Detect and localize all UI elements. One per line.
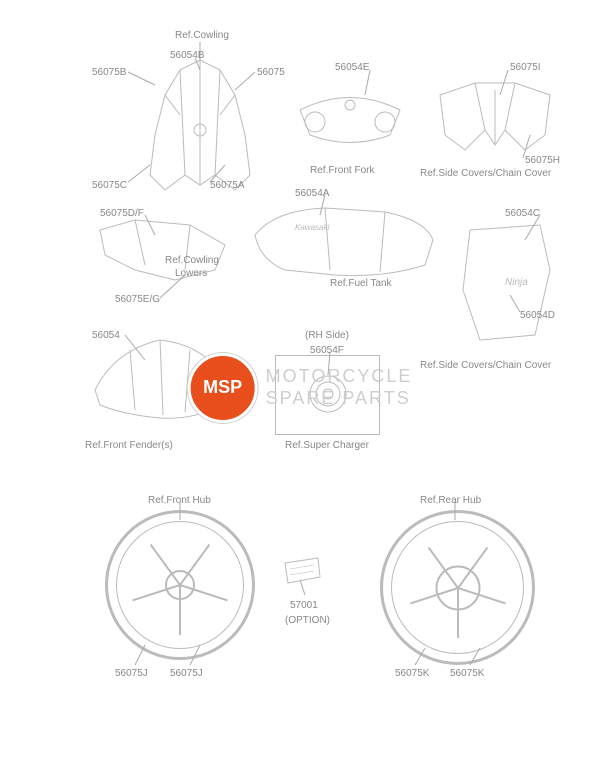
label: Ref.Side Covers/Chain Cover xyxy=(420,360,551,371)
label: 56075B xyxy=(92,67,126,78)
label: 56075 xyxy=(257,67,285,78)
rear-wheel xyxy=(380,510,535,665)
label: (RH Side) xyxy=(305,330,349,341)
label: 56075A xyxy=(210,180,244,191)
side-panel: Ninja xyxy=(455,220,555,350)
front-fork xyxy=(290,80,410,160)
label: 56075J xyxy=(170,668,203,679)
label: 56075H xyxy=(525,155,560,166)
label: 56075I xyxy=(510,62,541,73)
front-wheel xyxy=(105,510,255,660)
label: 56054A xyxy=(295,188,329,199)
label: Ref.Front Fork xyxy=(310,165,374,176)
label: Ref.Cowling xyxy=(165,255,219,266)
label: 57001 xyxy=(290,600,318,611)
option-tag xyxy=(280,555,325,590)
svg-text:Ninja: Ninja xyxy=(505,277,528,288)
super-charger-box xyxy=(275,355,380,435)
cowling-front xyxy=(130,55,270,195)
front-fender xyxy=(85,330,235,430)
fuel-tank: Kawasaki xyxy=(245,200,440,285)
label: Ref.Front Hub xyxy=(148,495,211,506)
label: 56054E xyxy=(335,62,369,73)
label: 56075K xyxy=(395,668,429,679)
label: 56054B xyxy=(170,50,204,61)
label: Ref.Front Fender(s) xyxy=(85,440,173,451)
label: 56054C xyxy=(505,208,540,219)
label: 56054 xyxy=(92,330,120,341)
label: 56075K xyxy=(450,668,484,679)
label: Lowers xyxy=(175,268,207,279)
label: Ref.Rear Hub xyxy=(420,495,481,506)
label: Ref.Super Charger xyxy=(285,440,369,451)
label: (OPTION) xyxy=(285,615,330,626)
label: 56054D xyxy=(520,310,555,321)
label: 56075E/G xyxy=(115,294,160,305)
label: Ref.Fuel Tank xyxy=(330,278,392,289)
rear-cover xyxy=(430,75,560,160)
label: Ref.Cowling xyxy=(175,30,229,41)
cowling-lower xyxy=(95,215,230,290)
label: 56054F xyxy=(310,345,344,356)
label: 56075J xyxy=(115,668,148,679)
label: 56075C xyxy=(92,180,127,191)
diagram-canvas: Kawasaki Ninja Ref.Cowling 56054B 56075B… xyxy=(0,0,600,775)
label: 56075D/F xyxy=(100,208,144,219)
label: Ref.Side Covers/Chain Cover xyxy=(420,168,551,179)
svg-text:Kawasaki: Kawasaki xyxy=(295,223,329,232)
